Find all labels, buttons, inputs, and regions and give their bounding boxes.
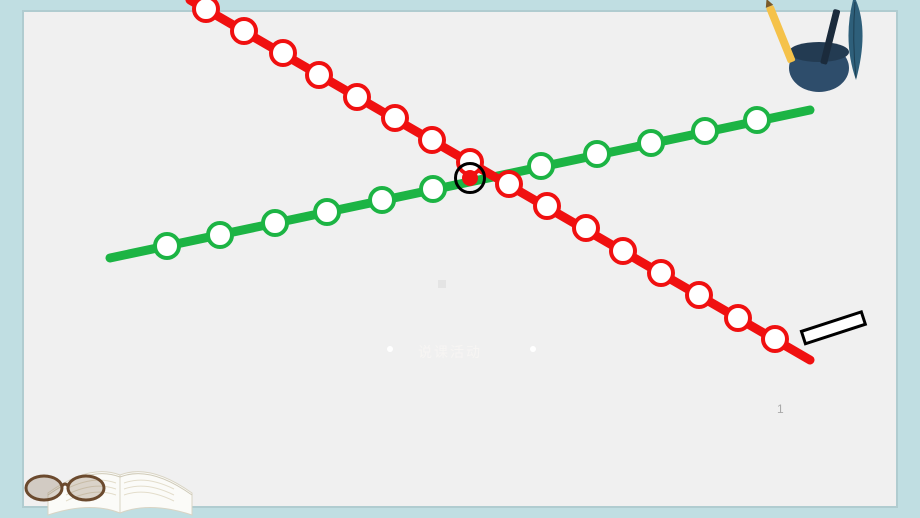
label-dot-left <box>387 346 393 352</box>
red-station-6 <box>418 126 446 154</box>
red-station-1 <box>230 17 258 45</box>
glasses-icon <box>20 470 110 506</box>
green-station-0 <box>153 232 181 260</box>
red-station-9 <box>533 192 561 220</box>
red-station-4 <box>343 83 371 111</box>
label-dot-right <box>530 346 536 352</box>
red-station-15 <box>761 325 789 353</box>
green-station-5 <box>419 175 447 203</box>
green-station-3 <box>313 198 341 226</box>
red-station-3 <box>305 61 333 89</box>
green-station-8 <box>637 129 665 157</box>
green-station-9 <box>691 117 719 145</box>
red-station-2 <box>269 39 297 67</box>
green-station-4 <box>368 186 396 214</box>
intersection-dot <box>462 170 478 186</box>
red-station-10 <box>572 214 600 242</box>
center-square-icon <box>438 280 446 288</box>
feather-quill-icon <box>836 0 876 80</box>
green-station-6 <box>527 152 555 180</box>
green-station-10 <box>743 106 771 134</box>
slide-stage: 说课活动 1 <box>0 0 920 518</box>
red-station-12 <box>647 259 675 287</box>
slide-label: 说课活动 <box>418 342 482 362</box>
green-station-1 <box>206 221 234 249</box>
red-station-11 <box>609 237 637 265</box>
page-number: 1 <box>777 402 784 416</box>
red-station-14 <box>724 304 752 332</box>
green-station-2 <box>261 209 289 237</box>
red-station-5 <box>381 104 409 132</box>
red-station-13 <box>685 281 713 309</box>
green-station-7 <box>583 140 611 168</box>
red-station-8 <box>495 170 523 198</box>
